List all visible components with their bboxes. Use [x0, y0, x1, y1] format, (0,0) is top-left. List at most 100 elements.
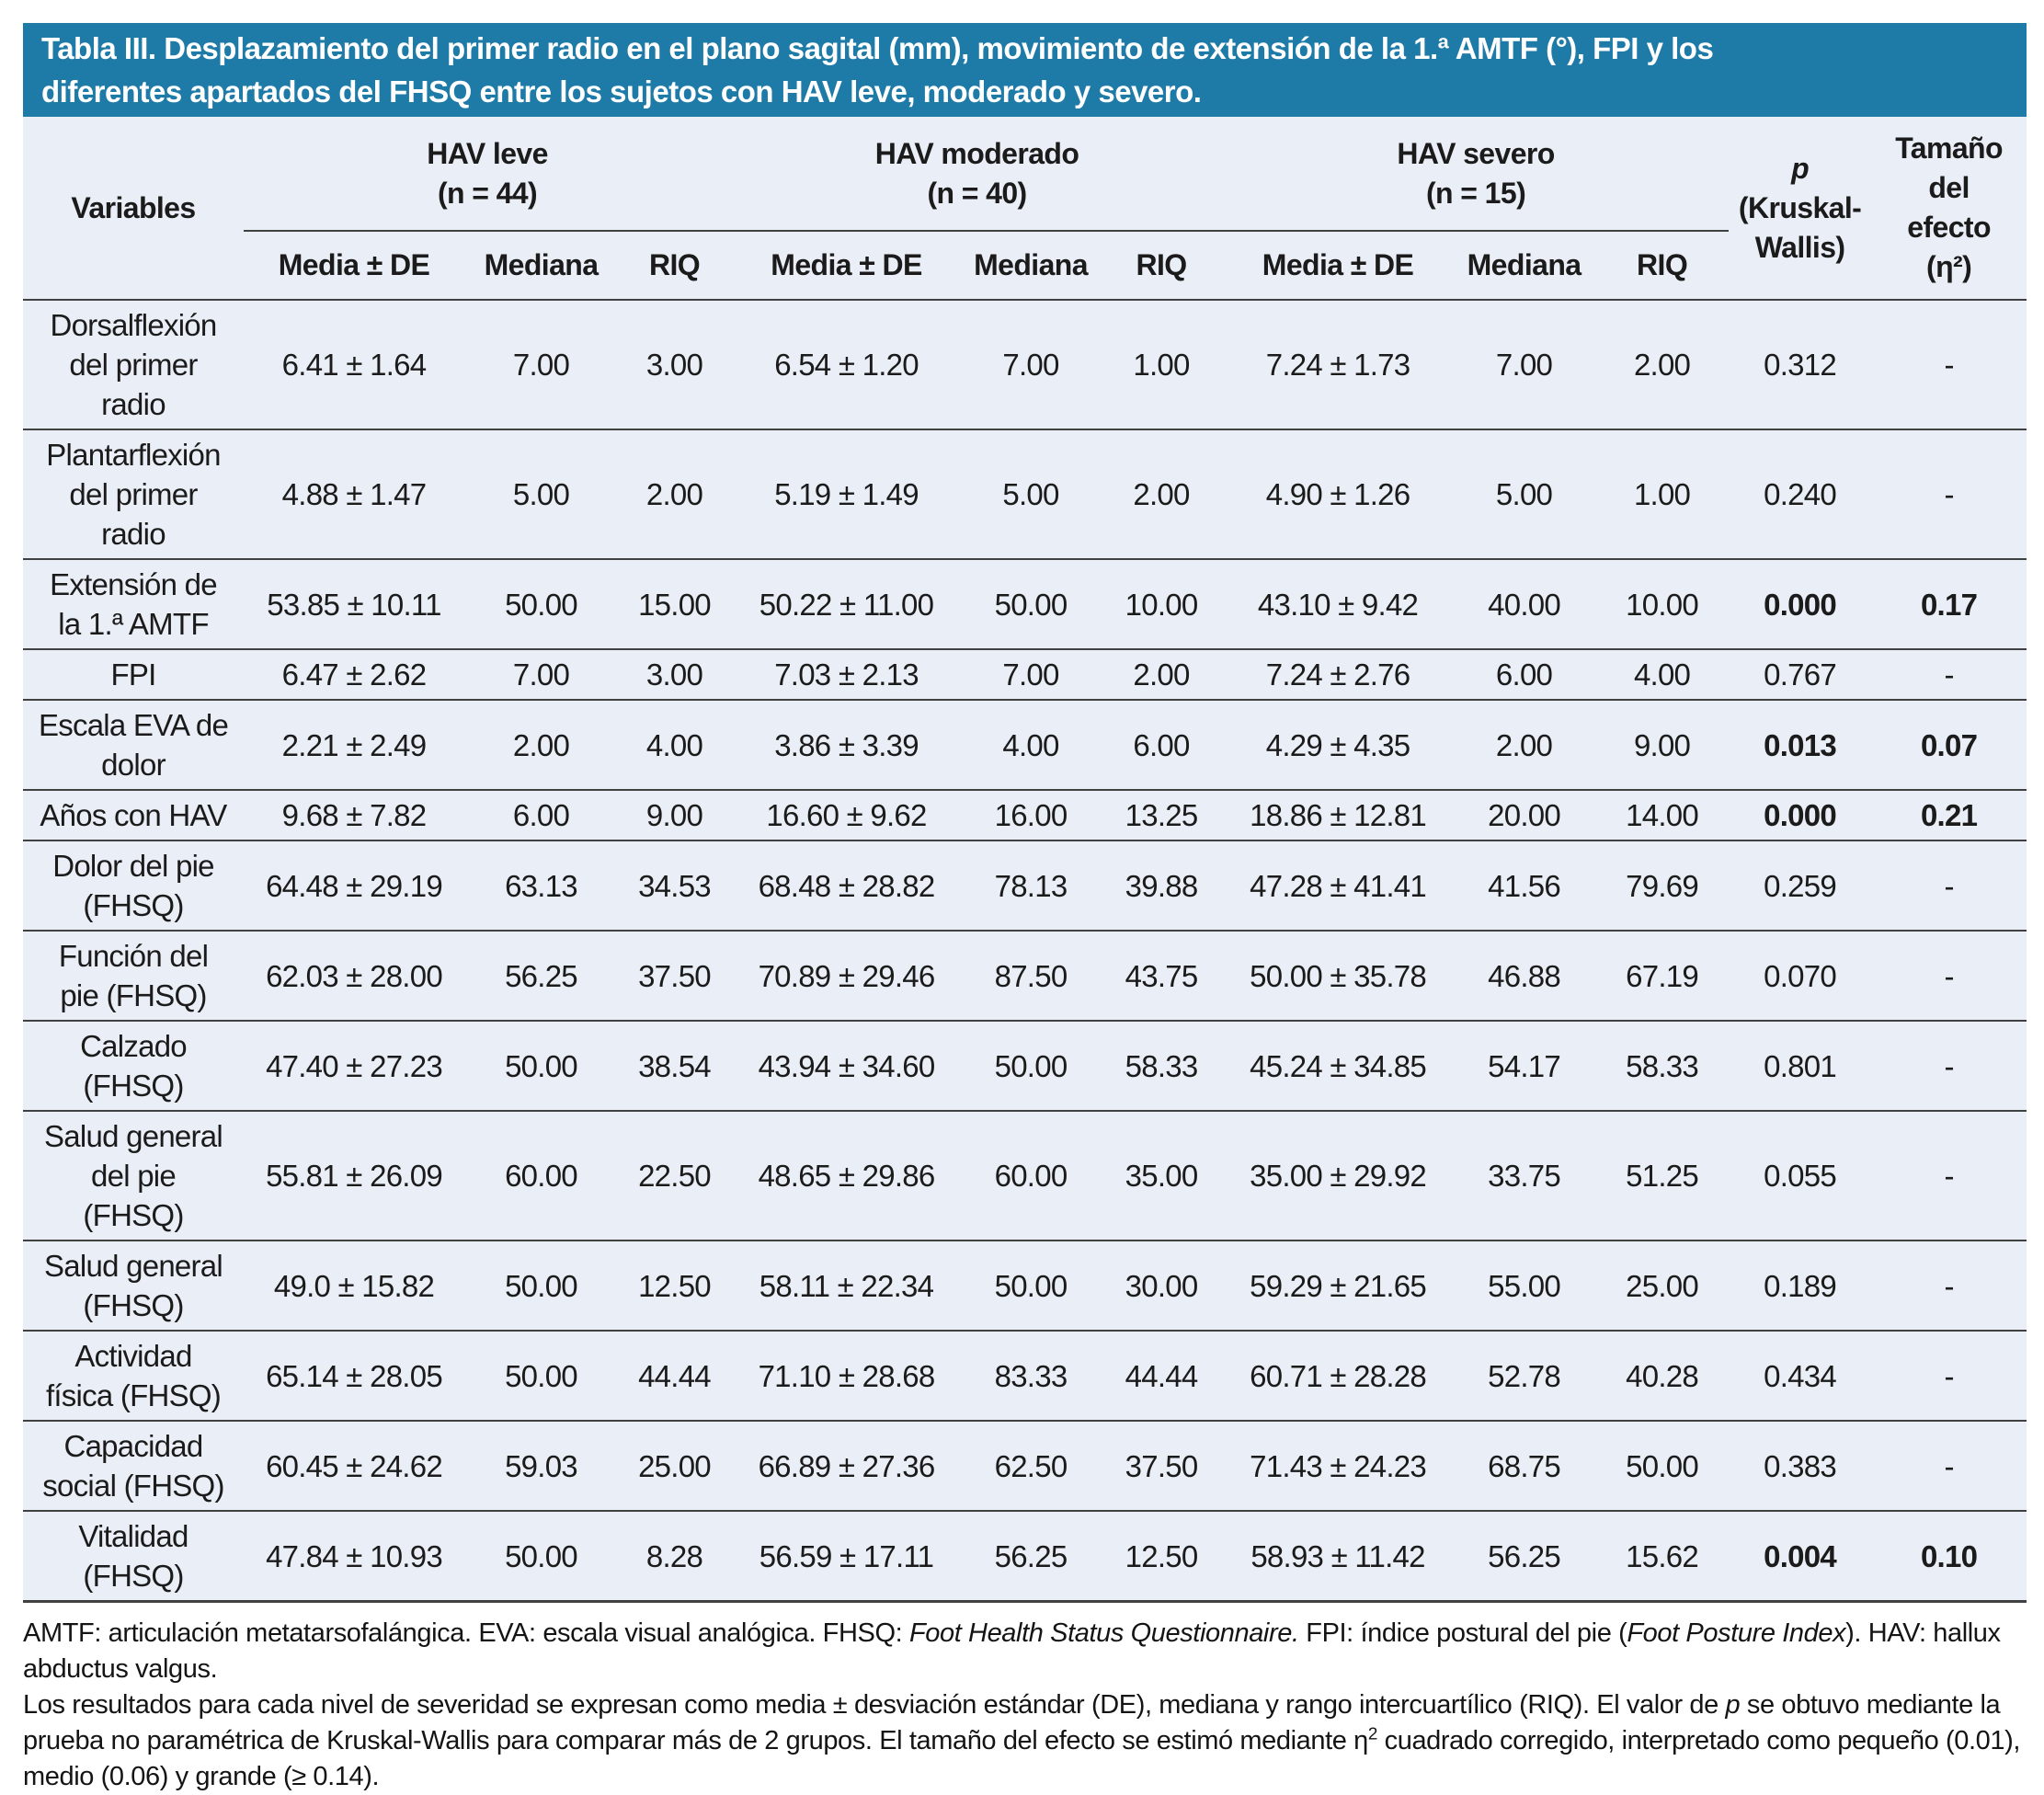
stat-cell: 60.45 ± 24.62	[266, 1448, 443, 1483]
variable-label: Dorsalflexión del primer radio	[50, 308, 218, 421]
stat-cell: 50.00	[994, 1268, 1068, 1303]
table-row: Años con HAV 9.68 ± 7.82 6.00 9.00 16.60 ± 9…	[23, 790, 2027, 840]
stat-cell: 50.00	[994, 587, 1068, 622]
stat-cell: 58.11 ± 22.34	[759, 1268, 934, 1303]
stat-cell: 4.90 ± 1.26	[1265, 477, 1410, 511]
stat-cell: 37.50	[1125, 1448, 1199, 1483]
stat-cell: 67.19	[1626, 958, 1699, 993]
column-header-media-de-severo: Media ± DE	[1223, 231, 1454, 301]
p-value-cell: 0.000	[1764, 587, 1837, 622]
stat-cell: 44.44	[638, 1358, 712, 1393]
variable-label: FPI	[110, 657, 156, 692]
stat-cell: 2.00	[1133, 657, 1190, 692]
group-header-hav-severo: HAV severo (n = 15)	[1223, 117, 1730, 232]
stat-cell: 9.00	[645, 798, 703, 832]
stat-cell: 5.00	[1495, 477, 1553, 511]
p-value-cell: 0.189	[1764, 1268, 1837, 1303]
stat-cell: 60.71 ± 28.28	[1250, 1358, 1427, 1393]
effect-size-cell: -	[1944, 958, 1954, 993]
stat-cell: 50.00	[505, 1538, 578, 1573]
stat-cell: 4.00	[1002, 727, 1059, 762]
stat-cell: 7.24 ± 1.73	[1265, 348, 1410, 382]
stat-cell: 5.19 ± 1.49	[774, 477, 919, 511]
stat-cell: 58.93 ± 11.42	[1250, 1538, 1425, 1573]
effect-size-cell: -	[1944, 477, 1954, 511]
stat-cell: 68.48 ± 28.82	[758, 868, 936, 903]
table-row: Capacidad social (FHSQ) 60.45 ± 24.62 59.0…	[23, 1421, 2027, 1511]
stat-cell: 1.00	[1133, 348, 1190, 382]
stat-cell: 25.00	[638, 1448, 712, 1483]
p-value-cell: 0.013	[1764, 727, 1837, 762]
stat-cell: 15.62	[1626, 1538, 1699, 1573]
stat-cell: 65.14 ± 28.05	[266, 1358, 443, 1393]
column-header-variables: Variables	[23, 117, 244, 301]
stat-cell: 12.50	[638, 1268, 712, 1303]
stat-cell: 56.25	[994, 1538, 1068, 1573]
effect-size-cell: -	[1944, 657, 1954, 692]
column-header-p-kruskal-wallis: p (Kruskal- Wallis)	[1729, 117, 1872, 301]
variable-label: Vitalidad (FHSQ)	[78, 1519, 188, 1593]
stat-cell: 43.94 ± 34.60	[758, 1048, 936, 1083]
stat-cell: 3.00	[645, 348, 703, 382]
stat-cell: 41.56	[1488, 868, 1561, 903]
footnote-1: AMTF: articulación metatarsofalángica. E…	[23, 1618, 2001, 1684]
p-value-cell: 0.434	[1764, 1358, 1837, 1393]
stat-cell: 6.00	[1133, 727, 1190, 762]
variable-label: Capacidad social (FHSQ)	[42, 1429, 224, 1503]
variable-label: Salud general (FHSQ)	[44, 1249, 223, 1322]
stat-cell: 78.13	[994, 868, 1068, 903]
stat-cell: 9.68 ± 7.82	[281, 798, 427, 832]
stat-cell: 16.00	[994, 798, 1068, 832]
table-title-bar: Tabla III. Desplazamiento del primer rad…	[23, 23, 2027, 117]
stat-cell: 8.28	[645, 1538, 703, 1573]
stat-cell: 56.25	[1488, 1538, 1561, 1573]
stat-cell: 2.00	[645, 477, 703, 511]
stat-cell: 50.22 ± 11.00	[759, 587, 934, 622]
stat-cell: 50.00 ± 35.78	[1250, 958, 1427, 993]
variable-label: Extensión de la 1.ª AMTF	[50, 567, 218, 641]
p-value-cell: 0.801	[1764, 1048, 1837, 1083]
stat-cell: 50.00	[505, 1048, 578, 1083]
p-value-cell: 0.070	[1764, 958, 1837, 993]
column-header-mediana-leve: Mediana	[464, 231, 618, 301]
stat-cell: 45.24 ± 34.85	[1250, 1048, 1427, 1083]
effect-size-cell: 0.21	[1920, 798, 1978, 832]
stat-cell: 4.29 ± 4.35	[1265, 727, 1410, 762]
effect-size-cell: -	[1944, 1268, 1954, 1303]
stat-cell: 56.25	[505, 958, 578, 993]
column-header-mediana-moderado: Mediana	[962, 231, 1101, 301]
stat-cell: 48.65 ± 29.86	[758, 1159, 936, 1193]
stat-cell: 20.00	[1488, 798, 1561, 832]
stat-cell: 71.10 ± 28.68	[758, 1358, 936, 1393]
table-row: Escala EVA de dolor 2.21 ± 2.49 2.00 4.00 3.…	[23, 700, 2027, 790]
stat-cell: 55.81 ± 26.09	[266, 1159, 443, 1193]
column-header-media-de-moderado: Media ± DE	[731, 231, 963, 301]
stat-cell: 3.00	[645, 657, 703, 692]
effect-size-cell: -	[1944, 348, 1954, 382]
stat-cell: 2.21 ± 2.49	[281, 727, 427, 762]
stat-cell: 50.00	[994, 1048, 1068, 1083]
stat-cell: 53.85 ± 10.11	[267, 587, 441, 622]
table-body: Dorsalflexión del primer radio 6.41 ± 1.6…	[23, 300, 2027, 1602]
stat-cell: 50.00	[505, 1358, 578, 1393]
stat-cell: 10.00	[1125, 587, 1199, 622]
effect-size-cell: -	[1944, 1448, 1954, 1483]
stat-cell: 34.53	[638, 868, 712, 903]
table-header: Variables HAV leve (n = 44) HAV moderado…	[23, 117, 2027, 301]
stat-cell: 79.69	[1626, 868, 1699, 903]
page: Tabla III. Desplazamiento del primer rad…	[23, 23, 2027, 1795]
stat-cell: 40.28	[1626, 1358, 1699, 1393]
stat-cell: 39.88	[1125, 868, 1199, 903]
stat-cell: 6.47 ± 2.62	[281, 657, 427, 692]
stat-cell: 40.00	[1488, 587, 1561, 622]
stat-cell: 44.44	[1125, 1358, 1199, 1393]
stat-cell: 7.00	[1495, 348, 1553, 382]
stat-cell: 6.00	[512, 798, 570, 832]
p-value-cell: 0.055	[1764, 1159, 1837, 1193]
effect-size-cell: 0.17	[1920, 587, 1978, 622]
stat-cell: 52.78	[1488, 1358, 1561, 1393]
column-header-riq-moderado: RIQ	[1100, 231, 1224, 301]
stat-cell: 49.0 ± 15.82	[273, 1268, 435, 1303]
stat-cell: 7.00	[512, 657, 570, 692]
stat-cell: 5.00	[1002, 477, 1059, 511]
